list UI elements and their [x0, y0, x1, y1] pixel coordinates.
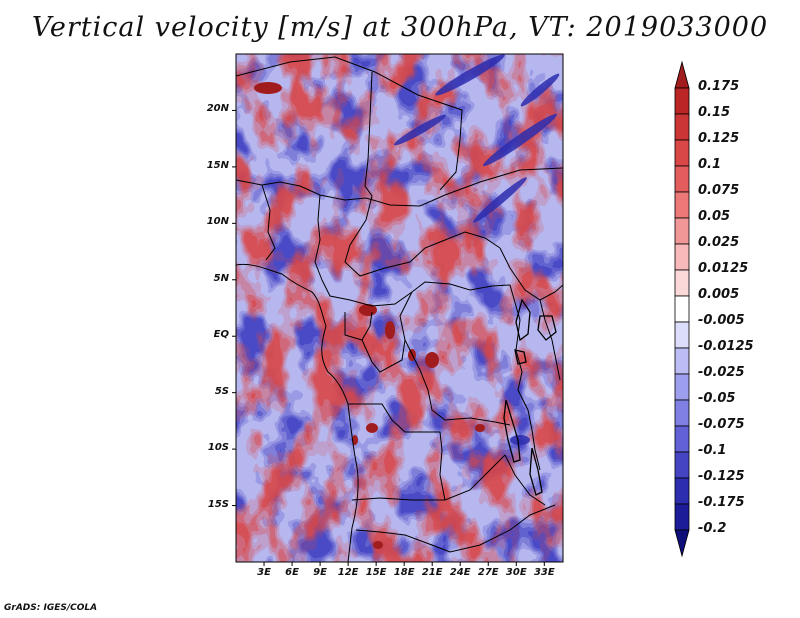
map-plot-area: [236, 54, 563, 562]
colorbar-segment: [674, 243, 690, 271]
lon-tick-label: 27E: [477, 567, 499, 578]
lon-tick-label: 6E: [285, 567, 299, 578]
credit-text: GrADS: IGES/COLA: [4, 603, 98, 613]
colorbar-label: -0.075: [698, 417, 745, 432]
colorbar-label: -0.0125: [698, 339, 754, 354]
colorbar-label: 0.005: [698, 287, 740, 302]
colorbar-segment: [674, 321, 690, 349]
colorbar-segment: [674, 399, 690, 427]
colorbar: [674, 60, 690, 558]
lon-tick-label: 15E: [365, 567, 387, 578]
lon-tick-label: 12E: [337, 567, 359, 578]
strong-downdraft-streaks: [393, 54, 560, 445]
colorbar-segment: [674, 191, 690, 219]
colorbar-segment: [674, 165, 690, 193]
colorbar-segment: [674, 425, 690, 453]
lat-tick-label: 15S: [207, 498, 229, 510]
colorbar-segment: [674, 217, 690, 245]
country-borders: [236, 56, 563, 562]
colorbar-top-arrow: [674, 60, 690, 89]
lat-tick-label: 5N: [213, 272, 229, 284]
colorbar-segment: [674, 87, 690, 115]
colorbar-label: 0.125: [698, 131, 740, 146]
lat-tick-label: 10N: [206, 216, 229, 228]
colorbar-label: -0.005: [698, 313, 745, 328]
colorbar-segment: [674, 295, 690, 323]
colorbar-label: -0.05: [698, 391, 736, 406]
longitude-tick-marks: [263, 562, 545, 566]
colorbar-label: -0.125: [698, 469, 745, 484]
colorbar-label: 0.15: [698, 105, 731, 120]
colorbar-label: 0.175: [698, 79, 740, 94]
colorbar-segment: [674, 451, 690, 479]
lon-tick-label: 21E: [421, 567, 443, 578]
colorbar-label: 0.025: [698, 235, 740, 250]
colorbar-label: -0.2: [698, 521, 727, 536]
colorbar-segment: [674, 503, 690, 531]
colorbar-label: 0.05: [698, 209, 731, 224]
lon-tick-label: 9E: [313, 567, 327, 578]
colorbar-segment: [674, 373, 690, 401]
lat-tick-label: 15N: [206, 159, 229, 171]
lake-outlines: [503, 298, 557, 496]
colorbar-segment: [674, 113, 690, 141]
lat-tick-label: 20N: [206, 103, 229, 115]
lon-tick-label: 24E: [449, 567, 471, 578]
strong-updraft-cells: [254, 82, 485, 549]
lat-tick-label: 5S: [214, 385, 229, 397]
colorbar-segment: [674, 477, 690, 505]
colorbar-segment: [674, 139, 690, 167]
lat-tick-label: EQ: [213, 329, 229, 341]
lon-tick-label: 30E: [505, 567, 527, 578]
latitude-tick-marks: [232, 109, 236, 507]
colorbar-label: -0.025: [698, 365, 745, 380]
map-title: Vertical velocity [m/s] at 300hPa, VT: 2…: [31, 12, 769, 43]
lon-tick-label: 18E: [393, 567, 415, 578]
lat-tick-label: 10S: [207, 442, 229, 454]
colorbar-bottom-arrow: [674, 529, 690, 558]
colorbar-segment: [674, 347, 690, 375]
velocity-field-ascending: [236, 54, 563, 562]
colorbar-label: 0.1: [698, 157, 722, 172]
colorbar-label: -0.1: [698, 443, 727, 458]
lon-tick-label: 3E: [257, 567, 271, 578]
colorbar-segment: [674, 269, 690, 297]
map-frame: [235, 53, 564, 563]
colorbar-label: 0.0125: [698, 261, 749, 276]
colorbar-label: -0.175: [698, 495, 745, 510]
lon-tick-label: 33E: [533, 567, 555, 578]
colorbar-label: 0.075: [698, 183, 740, 198]
